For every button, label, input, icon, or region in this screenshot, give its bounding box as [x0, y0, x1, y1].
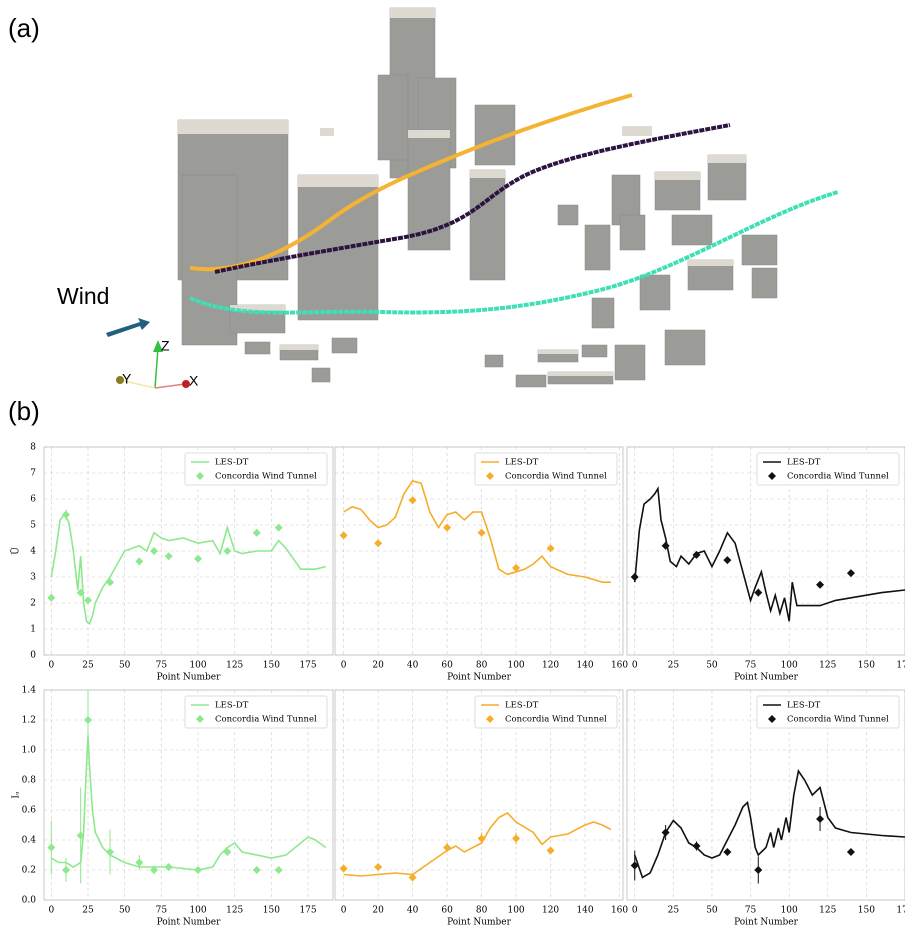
x-tick-label: 150 [263, 906, 280, 916]
x-tick-label: 0 [632, 661, 638, 671]
x-tick-label: 140 [576, 661, 593, 671]
x-tick-label: 75 [156, 906, 168, 916]
x-tick-label: 50 [119, 661, 131, 671]
y-tick-label: 1.2 [22, 716, 36, 726]
x-tick-label: 20 [372, 661, 384, 671]
x-tick-label: 50 [706, 661, 718, 671]
x-tick-label: 0 [48, 906, 54, 916]
y-tick-label: 1 [30, 625, 36, 635]
y-tick-label: 8 [30, 443, 36, 453]
legend-label: Concordia Wind Tunnel [505, 472, 607, 482]
x-axis-label: Point Number [157, 673, 222, 683]
legend-label: LES-DT [787, 458, 821, 468]
legend-label: LES-DT [215, 701, 249, 711]
y-tick-label: 4 [30, 547, 36, 557]
y-axis-label: Iᵤ [12, 791, 22, 799]
x-axis-label: Point Number [447, 918, 512, 928]
x-axis-label: Point Number [734, 918, 799, 928]
x-tick-label: 25 [668, 661, 680, 671]
x-tick-label: 40 [407, 661, 419, 671]
axis-label: X [189, 373, 199, 389]
x-tick-label: 125 [226, 906, 243, 916]
x-tick-label: 140 [576, 906, 593, 916]
x-tick-label: 80 [476, 661, 488, 671]
y-tick-label: 1.4 [22, 686, 37, 696]
x-tick-label: 75 [745, 906, 757, 916]
x-tick-label: 75 [745, 661, 757, 671]
axis-label: Y [122, 371, 132, 387]
x-tick-label: 120 [542, 661, 559, 671]
x-tick-label: 60 [441, 906, 453, 916]
x-axis-label: Point Number [157, 918, 222, 928]
y-tick-label: 3 [30, 573, 36, 583]
x-tick-label: 25 [82, 661, 94, 671]
x-tick-label: 100 [189, 906, 206, 916]
legend-label: LES-DT [505, 458, 539, 468]
x-tick-label: 175 [896, 906, 905, 916]
x-tick-label: 0 [48, 661, 54, 671]
x-tick-label: 0 [341, 906, 347, 916]
wind-label: Wind [57, 283, 109, 309]
x-axis-label: Point Number [734, 673, 799, 683]
x-tick-label: 50 [119, 906, 131, 916]
x-tick-label: 160 [611, 661, 628, 671]
x-tick-label: 100 [507, 906, 524, 916]
x-tick-label: 150 [858, 661, 875, 671]
y-tick-label: 1.0 [22, 746, 37, 756]
x-tick-label: 100 [507, 661, 524, 671]
x-tick-label: 80 [476, 906, 488, 916]
y-tick-label: 0.8 [22, 776, 37, 786]
y-tick-label: 5 [30, 521, 36, 531]
x-tick-label: 100 [781, 661, 798, 671]
y-axis-label: Ū [10, 547, 22, 555]
y-tick-label: 2 [30, 599, 36, 609]
x-tick-label: 125 [226, 661, 243, 671]
legend-label: Concordia Wind Tunnel [215, 715, 317, 725]
panel-label: (a) [8, 13, 40, 43]
figure: (a) (b) [0, 0, 905, 929]
y-tick-label: 0.4 [22, 836, 37, 846]
x-tick-label: 175 [896, 661, 905, 671]
x-tick-label: 175 [299, 661, 316, 671]
x-tick-label: 75 [156, 661, 168, 671]
x-axis-label: Point Number [447, 673, 512, 683]
x-tick-label: 125 [819, 661, 836, 671]
x-tick-label: 175 [299, 906, 316, 916]
y-tick-label: 0.6 [22, 806, 37, 816]
x-tick-label: 160 [611, 906, 628, 916]
x-tick-label: 60 [441, 661, 453, 671]
legend-label: Concordia Wind Tunnel [215, 472, 317, 482]
x-tick-label: 0 [341, 661, 347, 671]
y-tick-label: 0 [30, 651, 36, 661]
y-tick-label: 7 [30, 469, 36, 479]
x-tick-label: 25 [668, 906, 680, 916]
legend-label: LES-DT [505, 701, 539, 711]
legend-label: LES-DT [787, 701, 821, 711]
x-tick-label: 20 [372, 906, 384, 916]
x-tick-label: 25 [82, 906, 94, 916]
x-tick-label: 0 [632, 906, 638, 916]
axis-label: Z [161, 338, 170, 354]
x-tick-label: 40 [407, 906, 419, 916]
legend-label: Concordia Wind Tunnel [787, 472, 889, 482]
x-tick-label: 150 [858, 906, 875, 916]
legend-label: Concordia Wind Tunnel [787, 715, 889, 725]
x-tick-label: 120 [542, 906, 559, 916]
x-tick-label: 100 [781, 906, 798, 916]
panel-label: (b) [8, 396, 40, 426]
y-tick-label: 0.0 [22, 896, 37, 906]
y-tick-label: 6 [30, 495, 36, 505]
x-tick-label: 50 [706, 906, 718, 916]
legend-label: LES-DT [215, 458, 249, 468]
y-tick-label: 0.2 [22, 866, 36, 876]
legend-label: Concordia Wind Tunnel [505, 715, 607, 725]
x-tick-label: 125 [819, 906, 836, 916]
x-tick-label: 150 [263, 661, 280, 671]
x-tick-label: 100 [189, 661, 206, 671]
